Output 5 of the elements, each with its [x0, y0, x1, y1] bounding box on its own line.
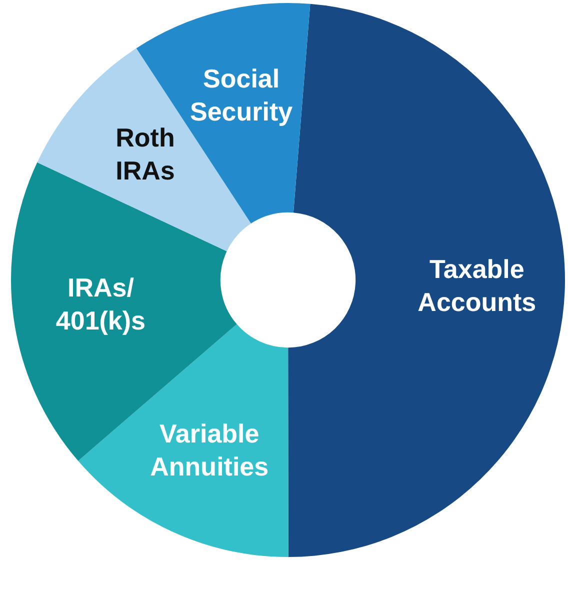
slice-label: Taxable Accounts: [418, 254, 536, 318]
slice-label: Variable Annuities: [150, 418, 269, 482]
slice-label: IRAs/ 401(k)s: [56, 272, 146, 336]
slice-label: Social Security: [190, 63, 294, 126]
slice-label: Roth IRAs: [116, 122, 175, 186]
